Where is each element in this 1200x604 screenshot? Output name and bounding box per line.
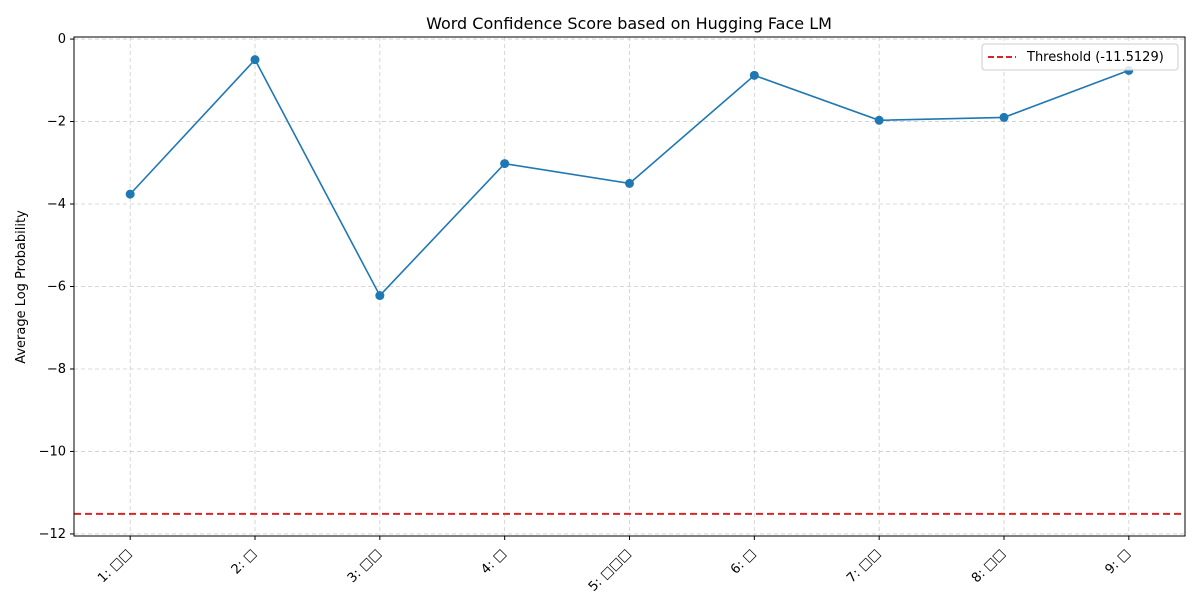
data-point bbox=[999, 112, 1009, 122]
y-axis: 0 −2 −4 −6 −8 −10 −12 bbox=[39, 32, 74, 542]
data-point bbox=[375, 291, 385, 301]
data-point bbox=[250, 55, 260, 65]
x-tick-label: 2: □ bbox=[229, 546, 260, 577]
y-axis-label: Average Log Probability bbox=[14, 210, 29, 364]
legend-box bbox=[981, 43, 1179, 71]
data-point bbox=[625, 178, 634, 188]
y-tick-label: −12 bbox=[39, 527, 66, 542]
series-layer bbox=[125, 55, 1134, 301]
x-tick-label: 3: □□ bbox=[345, 546, 385, 586]
x-axis: 1: □□ 2: □ 3: □□ 4: □ 5: □□□ 6: □ 7: □□ 8: □□ 9:… bbox=[95, 536, 1134, 595]
data-point bbox=[874, 115, 884, 125]
x-tick-label: 4: □ bbox=[478, 546, 509, 577]
data-point bbox=[749, 70, 759, 80]
y-tick-label: −8 bbox=[47, 362, 66, 377]
legend: Threshold (-11.5129) bbox=[981, 43, 1179, 71]
data-point bbox=[500, 159, 510, 169]
grid bbox=[74, 37, 1185, 536]
y-tick-label: −2 bbox=[47, 115, 66, 130]
x-tick-label: 8: □□ bbox=[969, 546, 1009, 586]
x-tick-label: 1: □□ bbox=[95, 546, 135, 586]
chart-title: Word Confidence Score based on Hugging F… bbox=[426, 14, 832, 33]
legend-threshold-label: Threshold (-11.5129) bbox=[1026, 50, 1164, 65]
x-tick-label: 6: □ bbox=[728, 546, 759, 577]
y-tick-label: −4 bbox=[47, 197, 66, 212]
data-point bbox=[125, 189, 135, 199]
y-tick-label: −10 bbox=[39, 444, 66, 459]
x-tick-label: 7: □□ bbox=[844, 546, 884, 586]
y-tick-label: 0 bbox=[58, 32, 66, 47]
x-tick-label: 5: □□□ bbox=[586, 546, 635, 595]
y-tick-label: −6 bbox=[47, 280, 66, 295]
x-tick-label: 9: □ bbox=[1102, 546, 1133, 577]
